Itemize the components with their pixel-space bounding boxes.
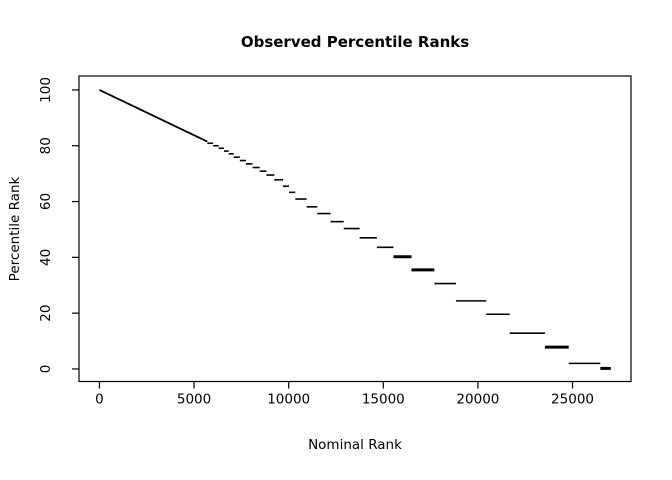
x-tick-label: 15000 [362, 392, 405, 408]
x-tick-label: 25000 [551, 392, 594, 408]
x-tick-label: 0 [95, 392, 104, 408]
leading-diagonal-line [99, 89, 208, 143]
y-axis-ticks [72, 89, 79, 370]
y-tick-label: 60 [38, 193, 54, 210]
x-axis-ticks [98, 381, 574, 389]
y-tick-label: 40 [38, 249, 54, 266]
x-tick-label: 5000 [177, 392, 211, 408]
y-tick-label: 80 [38, 137, 54, 154]
percentile-step-series [99, 89, 611, 370]
x-tick-label: 10000 [267, 392, 310, 408]
y-axis-title: Percentile Rank [7, 177, 23, 282]
y-tick-label: 0 [38, 365, 54, 374]
plot-area-border [78, 75, 632, 383]
x-axis-title: Nominal Rank [308, 437, 402, 453]
y-tick-label: 100 [38, 77, 54, 103]
y-axis-tick-labels: 0 20 40 60 80 100 [38, 77, 54, 373]
x-axis-tick-labels: 0 5000 10000 15000 20000 25000 [95, 392, 594, 408]
x-tick-label: 20000 [456, 392, 499, 408]
y-tick-label: 20 [38, 305, 54, 322]
chart-title: Observed Percentile Ranks [241, 33, 469, 51]
